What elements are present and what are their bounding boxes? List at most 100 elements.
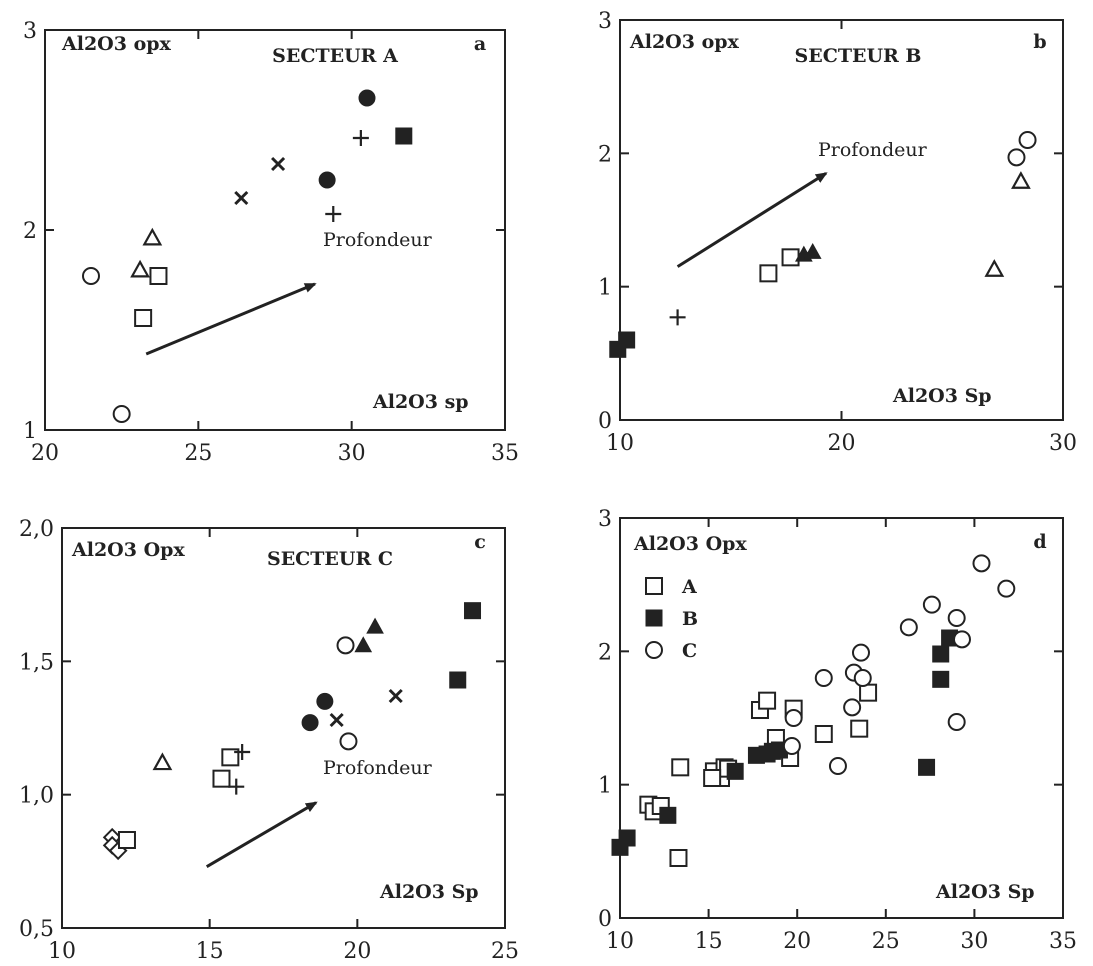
panel-c-point-plus (234, 744, 251, 760)
panel-d-legend-marker-A (645, 577, 663, 595)
panel-a-point-cross-x (234, 190, 249, 206)
panel-d-series-C-point (952, 630, 971, 649)
panel-d-series-C-point (899, 618, 918, 637)
panel-d-series-B-point (659, 806, 677, 824)
panel-d-series-C-point (997, 579, 1016, 598)
panel-d-series-C-point (972, 554, 991, 573)
panel-c-point-filled-square (464, 602, 482, 620)
panel-d-series-C-point (851, 643, 870, 662)
panel-a-xtick-label: 30 (338, 441, 366, 466)
panel-a-ytick-label: 1 (23, 419, 37, 444)
panel-c-xtick-label: 20 (343, 939, 371, 964)
panel-c-point-filled-triangle (366, 617, 384, 634)
panel-c-ytick-label: 1,5 (19, 650, 54, 675)
panel-d-ytick-label: 0 (598, 907, 612, 932)
panel-b-point-plus (669, 309, 686, 326)
panel-d-series-A-point (758, 691, 777, 710)
panel-a-ytick-label: 2 (23, 219, 37, 244)
panel-a-point-open-triangle (130, 259, 150, 278)
panel-b-point-open-circle (1007, 148, 1026, 167)
panel-d-xtick-label: 10 (606, 929, 634, 954)
panel-d-legend-marker-B (645, 609, 663, 627)
panel-d-ytick-label: 1 (598, 774, 612, 799)
panel-d-xtick-label: 35 (1049, 929, 1077, 954)
panel-b-depth-arrow (676, 172, 828, 268)
panel-c-point-filled-square (449, 671, 467, 689)
panel-d-series-C-point (922, 595, 941, 614)
panel-d-series-B-point (932, 645, 950, 663)
panel-b-xtick-label: 20 (828, 431, 856, 456)
panel-d-ylabel: Al2O3 Opx (633, 533, 747, 555)
panel-a-xtick-label: 20 (31, 441, 59, 466)
panel-c-ytick-label: 1,0 (19, 784, 54, 809)
panel-a-point-filled-square (395, 127, 413, 145)
panel-d-series-C-point (782, 737, 801, 755)
panel-b-point-filled-triangle (803, 242, 822, 259)
panel-d-series-A-point (703, 769, 722, 787)
panel-d-xtick-label: 30 (960, 929, 988, 954)
panel-c-point-plus (228, 778, 245, 795)
panel-a-point-plus (325, 206, 342, 222)
panel-d-series-A-point (814, 725, 833, 743)
panel-c-point-open-circle (339, 732, 358, 751)
panel-c-xtick-label: 10 (48, 939, 76, 964)
panel-d-chart: 10 15 20 25 30 35 0 1 2 3 Al2O3 Opx Al2O3 Sp d ABC (598, 507, 1077, 954)
panel-a-depth-arrow (145, 282, 317, 356)
panel-b-chart: 10 20 30 0 1 2 3 Al2O3 opx Al2O3 Sp SECTEUR B b Pro… (598, 9, 1077, 456)
panel-c-point-cross-x (329, 712, 344, 728)
panel-d-series-C-point (947, 609, 966, 627)
panel-d-series-B-point (618, 829, 636, 847)
panel-b-xtick-label: 30 (1049, 431, 1077, 456)
panel-b-ytick-label: 1 (598, 276, 612, 301)
panel-a-point-cross-x (271, 156, 286, 172)
panel-c-point-filled-triangle (354, 636, 373, 653)
panel-b-xlabel: Al2O3 Sp (892, 385, 992, 407)
panel-a-ylabel: Al2O3 opx (61, 33, 172, 55)
panel-c-annotation: Profondeur (323, 757, 433, 779)
panel-d-xlabel: Al2O3 Sp (935, 881, 1035, 903)
panel-a-letter: a (474, 33, 486, 55)
panel-a-xlabel: Al2O3 sp (372, 391, 469, 413)
panel-d-series-C-point (814, 669, 833, 687)
panel-b-point-open-square (781, 248, 800, 267)
panel-a-point-open-circle (112, 405, 131, 423)
panel-c-letter: c (474, 531, 486, 553)
panel-d-legend-label-B: B (682, 608, 698, 630)
panel-d-ytick-label: 3 (598, 507, 612, 532)
panel-b-ytick-label: 3 (598, 9, 612, 34)
panel-b-title: SECTEUR B (795, 45, 922, 67)
panel-a-title: SECTEUR A (272, 45, 398, 67)
panel-d-legend-label-C: C (682, 640, 697, 662)
panel-a-point-filled-circle (358, 89, 376, 107)
panel-d-series-B-point (726, 762, 744, 780)
panel-a-point-filled-circle (318, 171, 336, 189)
panel-d-ytick-label: 2 (598, 640, 612, 665)
panel-d-series-C-point (784, 709, 803, 727)
panel-a-chart: 20 25 30 35 1 2 3 Al2O3 opx Al2O3 sp SECTEUR A a Pr… (23, 19, 519, 466)
panel-b-ytick-label: 0 (598, 409, 612, 434)
panel-a-xtick-label: 25 (184, 441, 212, 466)
panel-c-point-open-triangle (152, 752, 173, 771)
panel-c-title: SECTEUR C (267, 548, 393, 570)
panel-c-ylabel: Al2O3 Opx (71, 539, 185, 561)
panel-a-point-open-square (134, 309, 153, 327)
panel-b-xtick-label: 10 (606, 431, 634, 456)
panel-b-ytick-label: 2 (598, 142, 612, 167)
panel-d-series-A-point (859, 683, 878, 702)
panel-c-depth-arrow (205, 801, 318, 868)
panel-d-frame (619, 517, 1064, 919)
panel-d-xtick-label: 25 (872, 929, 900, 954)
panel-c-frame (61, 527, 506, 929)
panel-b-ylabel: Al2O3 opx (629, 31, 740, 53)
panel-d-legend-marker-C (645, 641, 663, 659)
panel-c-ytick-label: 0,5 (19, 917, 54, 942)
panel-c-point-open-square (221, 748, 240, 767)
panel-a-point-open-circle (82, 267, 100, 285)
panel-b-frame (619, 19, 1064, 421)
panel-d-xtick-label: 20 (783, 929, 811, 954)
panel-a-xtick-label: 35 (491, 441, 519, 466)
panel-d-letter: d (1033, 531, 1046, 553)
panel-b-point-open-triangle (984, 259, 1005, 277)
panel-a-point-open-triangle (142, 227, 163, 246)
